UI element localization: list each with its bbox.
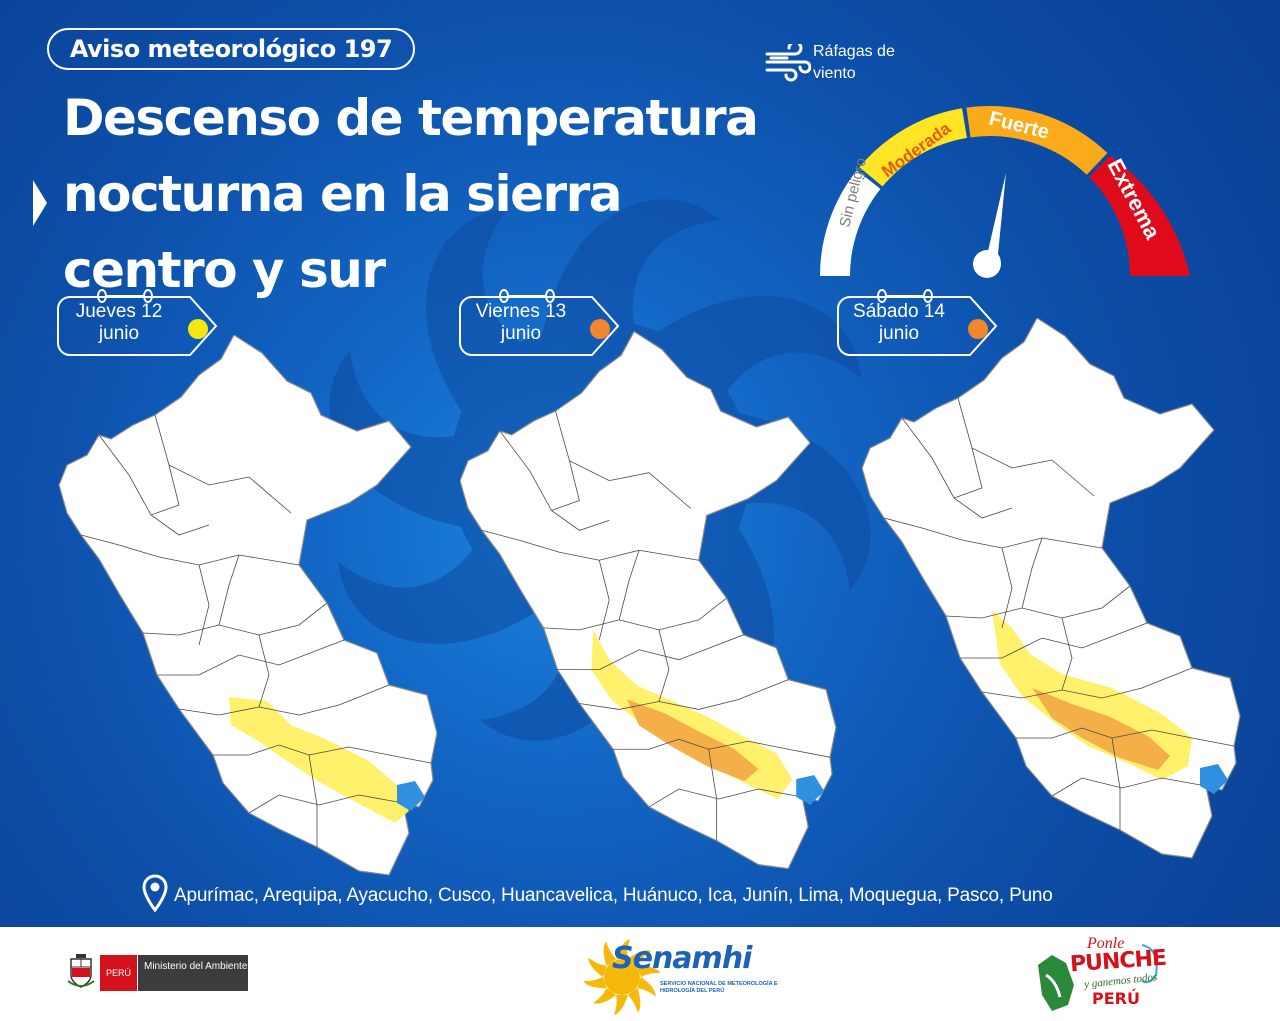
department-border xyxy=(579,679,789,710)
gauge-segment-strong xyxy=(966,105,1108,175)
minam-name: Ministerio del Ambiente xyxy=(138,955,248,991)
peru-map-day-3 xyxy=(862,318,1241,859)
department-border xyxy=(883,517,1103,549)
affected-regions: Apurímac, Arequipa, Ayacucho, Cusco, Hua… xyxy=(174,885,1053,906)
lake-titicaca xyxy=(397,781,425,811)
senamhi-subtitle: SERVICIO NACIONAL DE METEOROLOGÍA E HIDR… xyxy=(660,981,778,994)
page-title: Descenso de temperatura nocturna en la s… xyxy=(63,80,783,308)
department-border xyxy=(1001,547,1013,629)
lake-titicaca xyxy=(1200,764,1228,794)
department-border xyxy=(658,629,670,702)
title-arrow-icon xyxy=(33,180,47,226)
bulletin-badge: Aviso meteorológico 197 xyxy=(47,28,415,70)
department-border xyxy=(708,749,718,841)
gauge-segment-moderate xyxy=(859,108,967,187)
day-name: Viernes 13 xyxy=(475,301,567,322)
department-border xyxy=(80,534,300,566)
senamhi-sun-icon xyxy=(583,939,661,1015)
department-border xyxy=(555,410,692,509)
department-border xyxy=(481,529,699,561)
day-name: Jueves 12 xyxy=(75,301,163,322)
title-line: centro y sur xyxy=(63,241,386,299)
footer: PERÚ Ministerio del Ambiente Senamhi SER… xyxy=(0,927,1280,1021)
day-badge-thursday: Jueves 12 junio xyxy=(56,288,220,356)
department-border xyxy=(150,464,180,516)
peru-land xyxy=(58,335,438,876)
hazard-gauge: Sin peligro Moderada Fuerte Extrema xyxy=(820,105,1190,278)
title-line: Descenso de temperatura xyxy=(63,89,759,147)
gauge-needle xyxy=(975,173,1006,277)
department-border xyxy=(598,560,610,640)
department-border xyxy=(157,639,345,676)
ponle-punche-logo: Ponle PUNCHE y ganemos todos PERÚ xyxy=(1030,935,1170,1019)
warning-zone xyxy=(1032,688,1170,770)
day-month: junio xyxy=(878,323,920,344)
warning-zone xyxy=(627,699,759,782)
department-border xyxy=(248,794,404,814)
department-border xyxy=(178,684,390,716)
level-dot xyxy=(968,319,988,339)
department-border xyxy=(648,788,803,808)
department-border xyxy=(154,414,292,514)
location-pin-icon xyxy=(142,874,168,912)
day-badge-saturday: Sábado 14 junio xyxy=(836,288,1000,356)
punche-text-1: Ponle xyxy=(1087,935,1125,952)
department-border xyxy=(981,667,1193,699)
department-border xyxy=(953,447,983,499)
wind-gust-icon xyxy=(765,44,811,82)
senamhi-logo: Senamhi SERVICIO NACIONAL DE METEOROLOGÍ… xyxy=(583,939,778,1015)
hero-panel: Aviso meteorológico 197 Descenso de temp… xyxy=(0,0,1280,927)
day-label: Viernes 13 junio xyxy=(462,301,580,345)
calendar-tag-icon xyxy=(459,289,620,356)
day-label: Jueves 12 junio xyxy=(60,301,178,345)
department-border xyxy=(1061,617,1073,691)
department-border xyxy=(557,634,744,671)
wind-label: Ráfagas de viento xyxy=(813,43,895,82)
lake-titicaca xyxy=(796,775,825,805)
peru-land xyxy=(862,318,1241,859)
department-border xyxy=(945,585,1131,619)
calendar-tag-icon xyxy=(837,289,998,356)
gauge-segment-extreme xyxy=(1089,155,1190,276)
day-name: Sábado 14 xyxy=(853,301,945,322)
department-border xyxy=(1111,737,1121,830)
department-border xyxy=(308,754,318,847)
day-month: junio xyxy=(500,323,542,344)
department-border xyxy=(1021,537,1043,609)
department-border xyxy=(1051,777,1207,797)
punche-text-4: PERÚ xyxy=(1092,989,1140,1008)
minam-country: PERÚ xyxy=(100,955,137,991)
day-month: junio xyxy=(98,323,140,344)
department-border xyxy=(618,550,640,621)
gauge-segment-none xyxy=(820,171,880,276)
department-border xyxy=(551,460,580,511)
peru-map-day-2 xyxy=(460,330,837,870)
warning-zone xyxy=(229,697,409,823)
peru-map-day-1 xyxy=(58,335,438,876)
department-border xyxy=(142,602,328,636)
calendar-tag-icon xyxy=(57,289,218,356)
peru-map-badge-icon xyxy=(1038,944,1158,1011)
department-border xyxy=(543,597,727,631)
peru-land xyxy=(460,330,837,870)
coat-of-arms-icon xyxy=(67,954,95,988)
department-border xyxy=(218,554,240,626)
department-border xyxy=(258,634,270,708)
level-dot xyxy=(590,319,610,339)
day-label: Sábado 14 junio xyxy=(840,301,958,345)
title-line: nocturna en la sierra xyxy=(63,165,623,223)
department-border xyxy=(960,622,1148,659)
department-border xyxy=(198,564,210,646)
level-dot xyxy=(188,319,208,339)
day-badge-friday: Viernes 13 junio xyxy=(458,288,622,356)
senamhi-name: Senamhi xyxy=(612,941,752,976)
department-border xyxy=(957,397,1095,497)
